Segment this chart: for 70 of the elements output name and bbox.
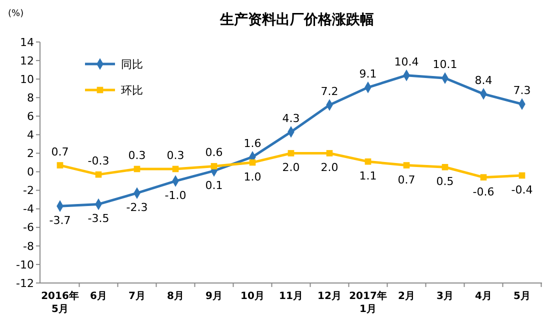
data-label: 0.1 <box>205 178 223 192</box>
x-tick-label: 6月 <box>90 291 107 302</box>
point <box>442 164 448 170</box>
point <box>249 159 256 166</box>
data-label: -3.7 <box>49 214 71 228</box>
data-label: 0.5 <box>436 175 454 188</box>
y-tick-label: -12 <box>16 276 34 290</box>
point <box>56 162 64 168</box>
data-label: 10.1 <box>432 58 458 72</box>
data-label: 0.6 <box>205 146 223 160</box>
x-tick-label: 5月 <box>514 291 530 302</box>
y-tick-label: 10 <box>20 72 34 86</box>
data-label: 4.3 <box>282 112 300 125</box>
data-label: 9.1 <box>359 67 377 80</box>
point <box>403 162 410 168</box>
point <box>95 171 102 178</box>
x-tick-label: 12月 <box>318 291 342 302</box>
point <box>288 150 294 156</box>
point <box>480 174 487 180</box>
x-tick-label: 3月 <box>436 291 454 302</box>
point <box>210 163 218 170</box>
data-label: 1.1 <box>359 170 377 183</box>
y-tick-label: 12 <box>20 54 34 68</box>
data-label: -0.6 <box>472 185 494 198</box>
data-label: 10.4 <box>394 55 419 68</box>
y-tick-label: -4 <box>23 202 34 216</box>
data-label: 2.0 <box>320 161 338 174</box>
x-tick-label: 4月 <box>475 291 492 302</box>
x-tick-label: 8月 <box>167 291 184 302</box>
x-tick-label: 10月 <box>240 291 264 302</box>
point <box>326 150 333 156</box>
y-tick-label: -10 <box>16 258 34 272</box>
x-tick-label: 2016年 5月 <box>41 290 79 315</box>
data-label: 0.3 <box>166 148 184 162</box>
data-label: 0.3 <box>128 148 146 162</box>
data-label: 7.3 <box>513 84 531 98</box>
y-tick-label: 4 <box>27 128 34 142</box>
x-tick-label: 2017年 1月 <box>349 290 387 315</box>
data-label: 7.2 <box>320 85 338 98</box>
data-label: 2.0 <box>282 161 300 174</box>
data-label: -1.0 <box>164 189 186 202</box>
y-tick-label: -8 <box>23 240 34 253</box>
y-tick-label: -6 <box>23 221 34 234</box>
x-tick-label: 7月 <box>128 291 146 302</box>
chart-title: 生产资料出厂价格涨跌幅 <box>219 11 374 28</box>
legend-label: 环比 <box>121 84 143 97</box>
data-label: -0.3 <box>88 154 110 168</box>
y-tick-label: 14 <box>20 36 34 49</box>
y-tick-label: 2 <box>27 147 34 160</box>
y-tick-label: 6 <box>27 110 34 124</box>
y-tick-label: 8 <box>27 91 34 104</box>
x-tick-label: 11月 <box>279 291 303 302</box>
legend-label: 同比 <box>121 58 143 71</box>
data-label: 0.7 <box>51 145 69 158</box>
point <box>172 166 179 172</box>
data-label: 0.7 <box>398 173 416 186</box>
point <box>518 172 526 179</box>
point <box>364 158 372 165</box>
y-tick-label: -2 <box>23 184 34 198</box>
data-label: 1.6 <box>244 136 262 150</box>
data-label: -0.4 <box>511 183 533 196</box>
y-tick-label: 0 <box>27 166 34 179</box>
data-label: 1.0 <box>244 170 262 184</box>
x-tick-label: 9月 <box>206 291 222 302</box>
data-label: 8.4 <box>474 74 492 87</box>
y-axis-title: (%) <box>8 9 24 19</box>
point <box>134 166 140 172</box>
data-label: -2.3 <box>126 201 148 214</box>
data-label: -3.5 <box>88 212 110 226</box>
x-tick-label: 2月 <box>398 291 415 302</box>
